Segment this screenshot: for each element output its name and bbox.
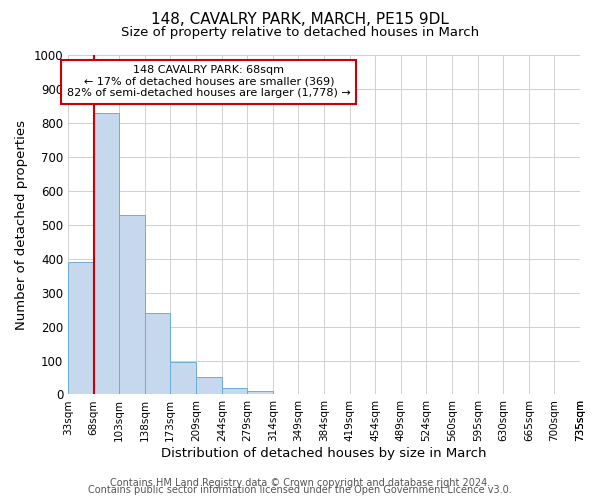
Bar bbox=[94, 112, 119, 394]
Bar bbox=[119, 214, 145, 394]
Text: Size of property relative to detached houses in March: Size of property relative to detached ho… bbox=[121, 26, 479, 39]
Text: Contains public sector information licensed under the Open Government Licence v3: Contains public sector information licen… bbox=[88, 485, 512, 495]
X-axis label: Distribution of detached houses by size in March: Distribution of detached houses by size … bbox=[161, 447, 487, 460]
Bar bbox=[170, 362, 196, 394]
Text: 148, CAVALRY PARK, MARCH, PE15 9DL: 148, CAVALRY PARK, MARCH, PE15 9DL bbox=[151, 12, 449, 28]
Text: 148 CAVALRY PARK: 68sqm
← 17% of detached houses are smaller (369)
82% of semi-d: 148 CAVALRY PARK: 68sqm ← 17% of detache… bbox=[67, 65, 350, 98]
Bar bbox=[145, 313, 170, 394]
Bar bbox=[247, 391, 273, 394]
Bar bbox=[196, 378, 222, 394]
Y-axis label: Number of detached properties: Number of detached properties bbox=[15, 120, 28, 330]
Bar bbox=[222, 388, 247, 394]
Bar bbox=[68, 262, 94, 394]
Text: Contains HM Land Registry data © Crown copyright and database right 2024.: Contains HM Land Registry data © Crown c… bbox=[110, 478, 490, 488]
